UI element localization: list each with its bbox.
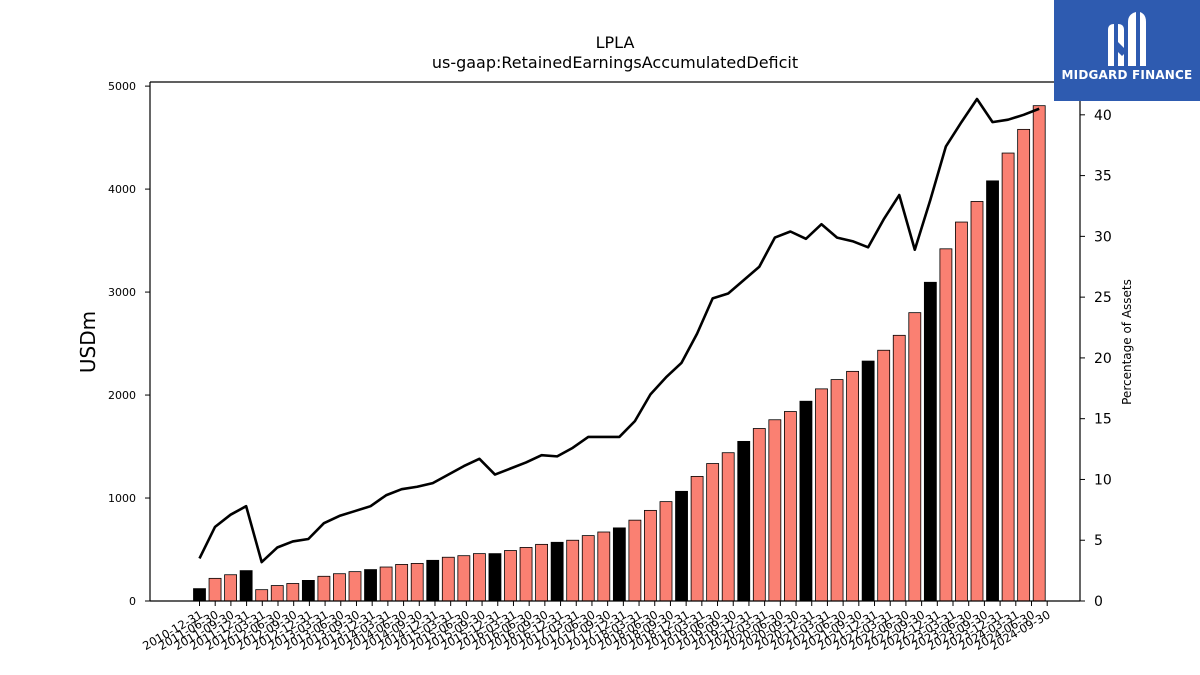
bar	[986, 180, 999, 602]
bar	[815, 388, 828, 602]
bar	[224, 574, 238, 602]
bar	[441, 556, 455, 602]
bar	[379, 566, 393, 602]
bar	[301, 580, 315, 602]
bar	[752, 428, 766, 602]
axes: 0100020003000400050000510152025303540201…	[108, 80, 1112, 653]
bar	[1001, 152, 1015, 602]
percentage-line	[198, 97, 1040, 564]
bar	[239, 570, 253, 602]
y2-tick-label: 10	[1094, 472, 1112, 488]
bar	[690, 475, 704, 602]
y2-tick-label: 30	[1094, 229, 1112, 245]
y2-tick-label: 25	[1094, 290, 1112, 306]
logo-mark-icon	[1108, 12, 1146, 66]
line-series	[198, 97, 1040, 564]
bar	[317, 575, 331, 602]
bar	[348, 571, 362, 602]
bar	[270, 585, 284, 602]
bar	[504, 550, 517, 602]
bar	[877, 349, 891, 602]
y2-tick-label: 0	[1094, 594, 1103, 610]
y2-axis-label: Percentage of Assets	[1120, 279, 1134, 405]
bar	[208, 577, 222, 602]
bar	[193, 588, 206, 602]
y-tick-label: 5000	[108, 80, 136, 93]
bar	[566, 539, 580, 602]
bar	[1017, 128, 1031, 602]
bar	[535, 543, 548, 602]
bar	[861, 360, 875, 602]
bar	[581, 535, 595, 602]
y2-tick-label: 35	[1094, 169, 1112, 185]
bar	[395, 564, 409, 602]
bar	[955, 221, 968, 602]
bar	[768, 419, 782, 602]
y-tick-label: 1000	[108, 492, 136, 505]
bar	[939, 248, 953, 602]
bar	[255, 589, 269, 602]
y2-tick-label: 20	[1094, 351, 1112, 367]
bar	[628, 519, 642, 602]
bar	[333, 573, 346, 602]
chart-subtitle: us-gaap:RetainedEarningsAccumulatedDefic…	[432, 53, 798, 72]
bar	[644, 509, 657, 602]
bar	[457, 555, 471, 602]
bar	[799, 400, 813, 602]
bar	[612, 527, 626, 602]
y-tick-label: 0	[129, 595, 136, 608]
bar	[472, 553, 486, 602]
bar	[410, 563, 424, 602]
bar	[908, 312, 922, 602]
y-axis-label: USDm	[76, 311, 100, 373]
y-tick-label: 3000	[108, 286, 136, 299]
bar	[286, 583, 300, 602]
y-tick-label: 4000	[108, 183, 136, 196]
bar	[970, 201, 984, 602]
bar	[426, 559, 440, 602]
chart-title: LPLA	[596, 33, 635, 52]
logo-text: MIDGARD FINANCE	[1061, 68, 1193, 82]
bar	[721, 452, 735, 602]
bar	[830, 379, 844, 602]
bar	[364, 569, 377, 602]
logo: MIDGARD FINANCE	[1054, 0, 1200, 101]
bar	[923, 281, 937, 602]
bar	[892, 334, 906, 602]
bar	[519, 547, 533, 602]
y2-tick-label: 15	[1094, 412, 1112, 428]
bar	[488, 553, 502, 602]
bar	[597, 531, 611, 602]
y2-tick-label: 40	[1094, 108, 1112, 124]
bar	[737, 440, 751, 602]
bar	[550, 541, 564, 602]
bar	[659, 501, 673, 602]
y-tick-label: 2000	[108, 389, 136, 402]
bar	[846, 370, 859, 602]
y2-tick-label: 5	[1094, 533, 1103, 549]
bar	[675, 490, 688, 602]
bar	[1032, 105, 1046, 602]
bar	[706, 463, 720, 602]
bar	[784, 411, 797, 602]
